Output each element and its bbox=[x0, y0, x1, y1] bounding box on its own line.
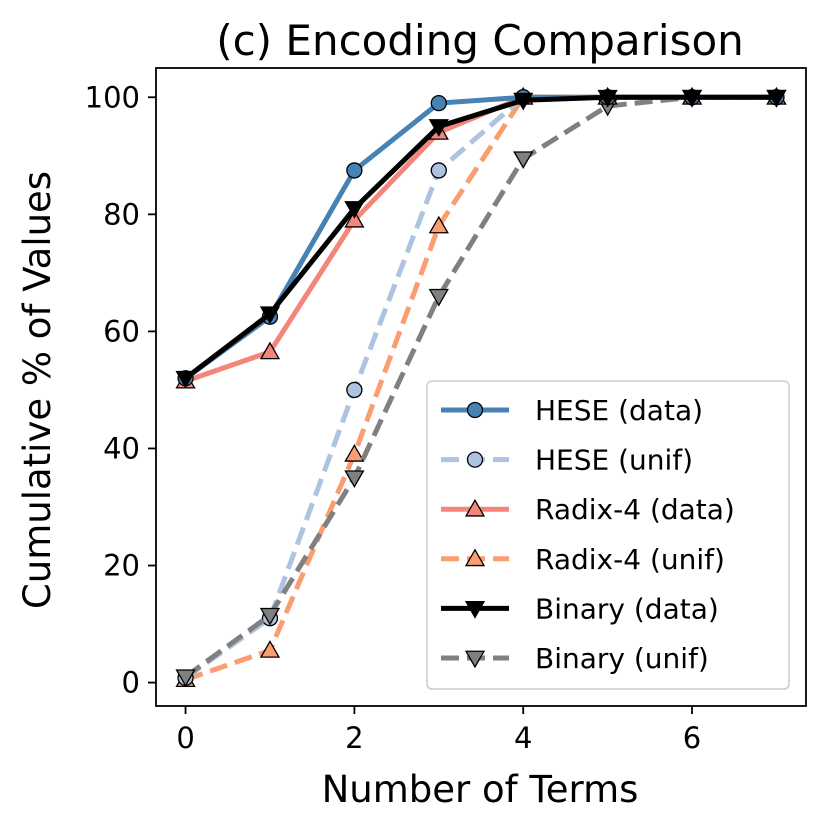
legend-marker-hese-data bbox=[466, 401, 484, 419]
data-point-radix-4-data bbox=[344, 209, 365, 228]
data-point-binary-data bbox=[513, 92, 534, 111]
data-point-binary-unif bbox=[428, 288, 449, 307]
y-tick-label: 40 bbox=[103, 431, 140, 465]
data-point-binary-data bbox=[766, 89, 787, 108]
legend-marker-hese-unif bbox=[466, 451, 484, 468]
data-point-binary-unif bbox=[344, 470, 365, 489]
data-point-binary-data bbox=[681, 89, 703, 108]
data-point-radix-4-unif bbox=[344, 444, 365, 462]
data-point-hese-data bbox=[346, 162, 363, 179]
legend-entry-radix-4-unif: Radix-4 (unif) bbox=[441, 543, 725, 576]
series-layer bbox=[175, 86, 787, 688]
series-line-hese-data bbox=[184, 94, 777, 381]
data-point-hese-unif bbox=[346, 381, 363, 399]
legend-entry-radix-4-data: Radix-4 (data) bbox=[441, 493, 735, 526]
x-axis-label: Number of Terms bbox=[322, 768, 639, 811]
x-tick-label: 0 bbox=[176, 721, 194, 755]
data-point-hese-unif bbox=[430, 162, 447, 179]
plot-frame bbox=[155, 67, 807, 707]
x-tick-label: 4 bbox=[514, 721, 532, 755]
x-tick-label: 2 bbox=[345, 721, 363, 755]
data-point-radix-4-unif bbox=[428, 215, 449, 234]
legend-entry-binary-unif: Binary (unif) bbox=[441, 642, 709, 675]
data-point-hese-data bbox=[430, 94, 447, 112]
legend-label-hese-unif: HESE (unif) bbox=[535, 444, 693, 477]
legend-label-radix-4-unif: Radix-4 (unif) bbox=[535, 543, 725, 576]
series-binary-data bbox=[175, 89, 787, 389]
legend-entry-hese-data: HESE (data) bbox=[441, 394, 703, 427]
y-axis-label: Cumulative % of Values bbox=[16, 171, 59, 609]
legend-marker-radix-4-unif bbox=[464, 548, 486, 567]
y-tick-label: 20 bbox=[103, 549, 140, 583]
legend-label-binary-data: Binary (data) bbox=[535, 592, 719, 625]
legend-label-radix-4-data: Radix-4 (data) bbox=[535, 493, 735, 526]
data-point-binary-data bbox=[175, 370, 196, 389]
legend-marker-binary-unif bbox=[464, 650, 486, 669]
legend-label-binary-unif: Binary (unif) bbox=[535, 642, 709, 675]
legend-label-hese-data: HESE (data) bbox=[535, 394, 703, 427]
y-tick-label: 0 bbox=[122, 666, 140, 700]
x-tick-label: 6 bbox=[683, 721, 701, 755]
data-point-binary-unif bbox=[513, 151, 534, 170]
legend-entry-binary-data: Binary (data) bbox=[441, 592, 719, 625]
y-tick-label: 80 bbox=[103, 197, 140, 231]
data-point-binary-data bbox=[428, 119, 449, 137]
legend-marker-binary-data bbox=[464, 601, 486, 619]
data-point-radix-4-data bbox=[259, 341, 281, 360]
data-point-radix-4-unif bbox=[259, 640, 281, 658]
legend-box bbox=[426, 380, 790, 690]
series-line-binary-data bbox=[184, 94, 777, 381]
data-point-binary-data bbox=[259, 306, 281, 325]
y-tick-label: 60 bbox=[103, 314, 140, 348]
legend-entry-hese-unif: HESE (unif) bbox=[441, 444, 693, 477]
legend-marker-radix-4-data bbox=[464, 498, 486, 517]
data-point-binary-unif bbox=[175, 669, 196, 688]
data-point-binary-data bbox=[597, 89, 618, 108]
data-point-binary-data bbox=[344, 201, 365, 219]
legend: HESE (data) HESE (unif) Radix-4 (data) Radi… bbox=[426, 380, 790, 690]
chart-title: (c) Encoding Comparison bbox=[216, 16, 744, 65]
series-line-radix-4-data bbox=[184, 94, 777, 384]
y-tick-label: 100 bbox=[85, 80, 140, 114]
data-point-binary-unif bbox=[259, 607, 281, 626]
